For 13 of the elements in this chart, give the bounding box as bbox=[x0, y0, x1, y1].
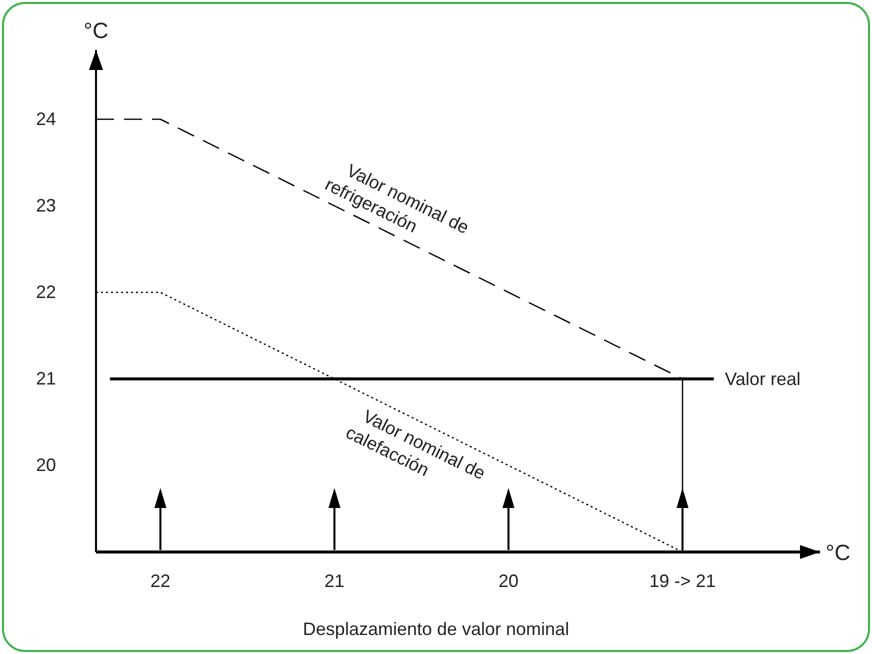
x-tick-label: 20 bbox=[498, 570, 518, 591]
y-tick-label: 23 bbox=[36, 196, 56, 216]
y-tick-label: 24 bbox=[36, 109, 56, 129]
y-axis-title: °C bbox=[84, 18, 108, 43]
y-tick-label: 20 bbox=[36, 455, 56, 476]
x-tick-label: 21 bbox=[324, 570, 344, 591]
y-tick-label: 21 bbox=[36, 368, 56, 389]
y-tick-label: 22 bbox=[36, 282, 56, 302]
series-label: Valor real bbox=[724, 368, 801, 389]
x-axis-title: Desplazamiento de valor nominal bbox=[302, 619, 570, 639]
x-tick-label: 19 -> 21 bbox=[649, 570, 716, 591]
x-tick-label: 22 bbox=[150, 570, 170, 591]
text: °C bbox=[826, 540, 850, 565]
